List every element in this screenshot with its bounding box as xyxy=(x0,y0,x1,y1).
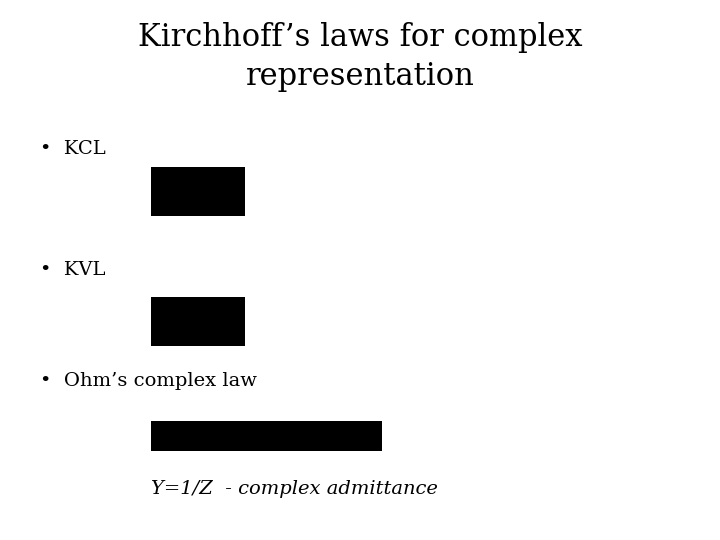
Bar xyxy=(151,421,382,451)
Bar xyxy=(151,167,245,216)
Bar xyxy=(151,297,245,346)
Text: •  KVL: • KVL xyxy=(40,261,105,279)
Text: Y=1/Z  - complex admittance: Y=1/Z - complex admittance xyxy=(151,480,438,498)
Text: •  KCL: • KCL xyxy=(40,139,105,158)
Text: •  Ohm’s complex law: • Ohm’s complex law xyxy=(40,372,256,390)
Text: Kirchhoff’s laws for complex
representation: Kirchhoff’s laws for complex representat… xyxy=(138,22,582,92)
